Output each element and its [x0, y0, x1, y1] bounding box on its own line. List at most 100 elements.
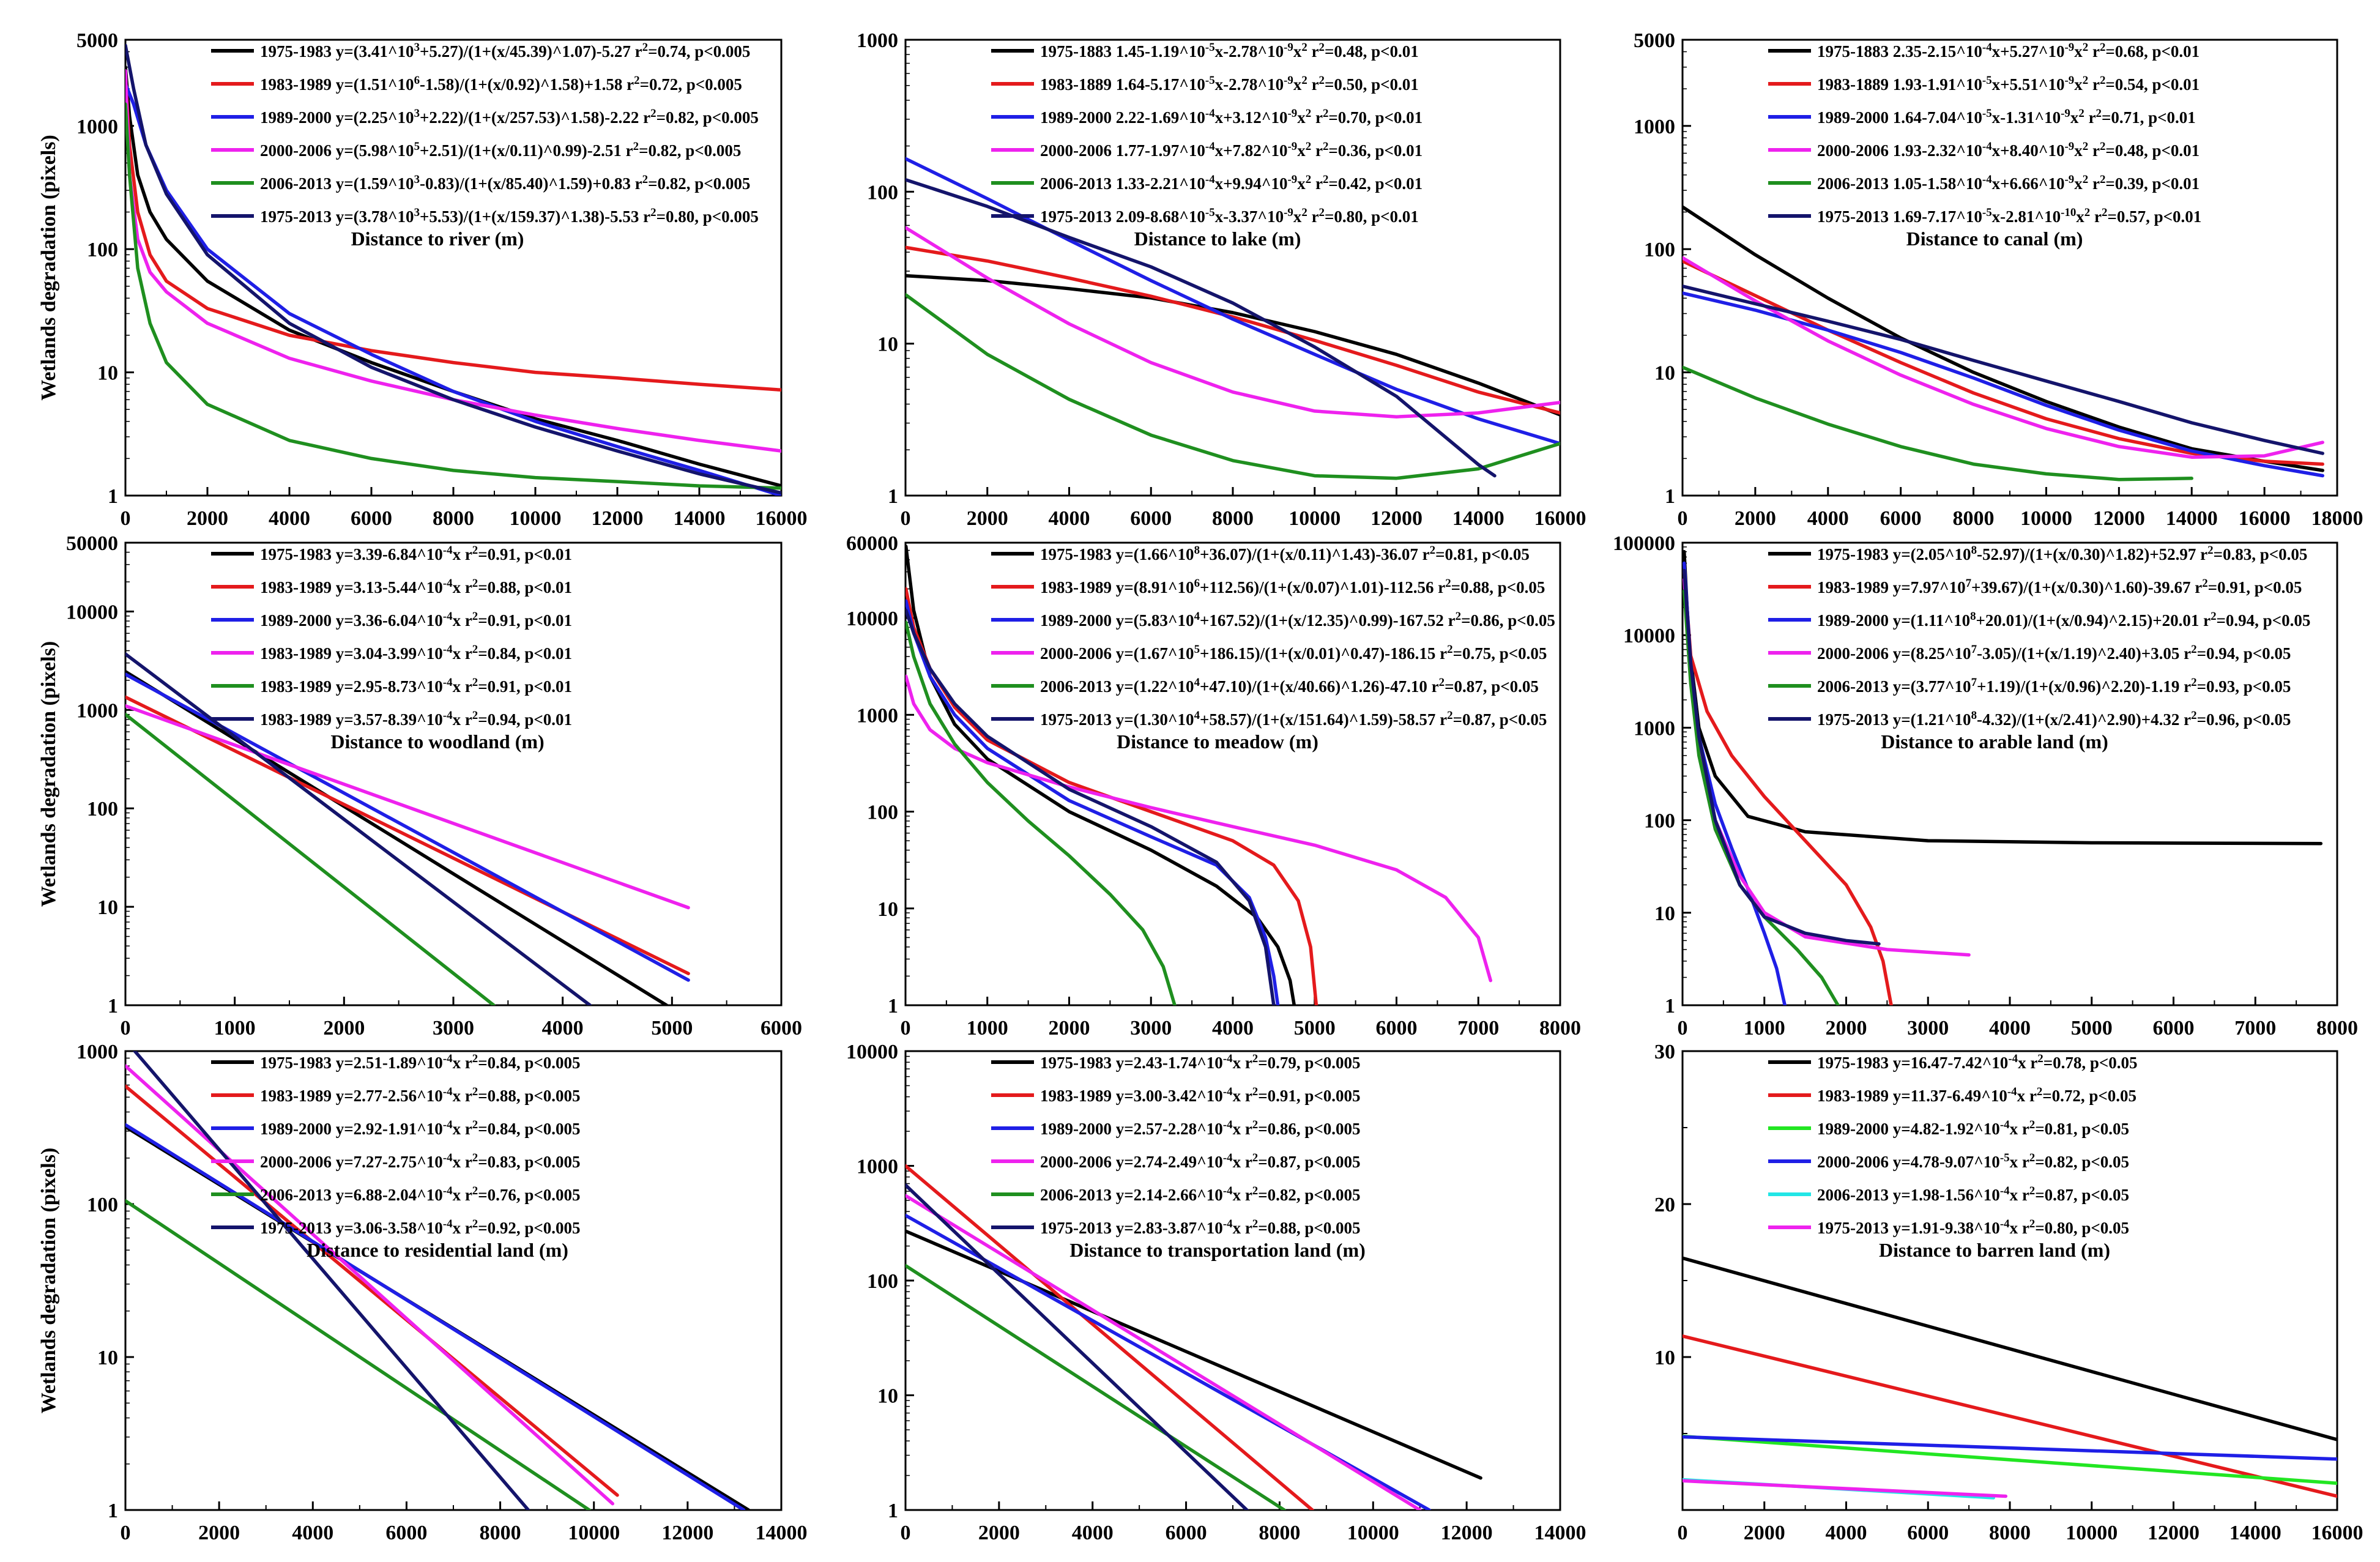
series-line-1975-2013	[1683, 285, 2324, 455]
y-tick-label: 100	[87, 798, 118, 820]
legend-entry: 1975-1983 y=2.43-1.74^10-4x r2=0.79, p<0…	[1040, 1052, 1361, 1073]
legend-entry: 1989-2000 y=3.36-6.04^10-4x r2=0.91, p<0…	[260, 610, 572, 630]
x-axis-label: Distance to residential land (m)	[307, 1239, 568, 1261]
series-line-1983-1889	[906, 245, 1560, 415]
x-tick-label: 4000	[542, 1017, 584, 1039]
y-tick-label: 100	[1644, 239, 1675, 261]
x-tick-label: 0	[901, 507, 911, 530]
y-tick-label: 10	[1654, 362, 1675, 385]
x-tick-label: 0	[901, 1017, 911, 1039]
x-tick-label: 16000	[756, 507, 808, 530]
series-line-2000-2006	[125, 69, 781, 453]
x-tick-label: 10000	[1347, 1522, 1399, 1544]
y-tick-label: 10000	[846, 1041, 898, 1063]
y-tick-label: 1	[1665, 485, 1675, 508]
x-tick-label: 6000	[351, 507, 392, 530]
legend-entry: 1989-2000 1.64-7.04^10-5x-1.31^10-9x2 r2…	[1817, 107, 2196, 127]
series-line-1975-1983	[125, 65, 781, 488]
x-tick-label: 6000	[1130, 507, 1172, 530]
legend-entry: 1975-1983 y=(2.05^108-52.97)/(1+(x/0.30)…	[1817, 544, 2307, 564]
x-tick-label: 7000	[1457, 1017, 1499, 1039]
x-tick-label: 4000	[1212, 1017, 1254, 1039]
legend-entry: 1975-2013 1.69-7.17^10-5x-2.81^10-10x2 r…	[1817, 206, 2201, 226]
legend-entry: 1975-2013 y=(3.78^103+5.53)/(1+(x/159.37…	[260, 206, 759, 226]
x-tick-label: 2000	[1735, 507, 1776, 530]
legend-entry: 1975-1983 y=(3.41^103+5.27)/(1+(x/45.39)…	[260, 41, 750, 61]
x-tick-label: 10000	[2020, 507, 2072, 530]
legend-entry: 1975-2013 y=3.06-3.58^10-4x r2=0.92, p<0…	[260, 1218, 581, 1238]
y-tick-label: 10	[1654, 902, 1675, 925]
x-axis-label: Distance to lake (m)	[1134, 228, 1301, 250]
y-axis-label: Wetlands degradation (pixels)	[37, 641, 60, 907]
x-tick-label: 2000	[323, 1017, 365, 1039]
series-line-2006-2013	[125, 102, 781, 490]
x-tick-label: 14000	[1452, 507, 1504, 530]
series-line-2006-2013	[1683, 589, 1840, 1005]
series-line-1989-2000	[1683, 1434, 2337, 1486]
x-tick-label: 12000	[2093, 507, 2145, 530]
x-tick-label: 5000	[2071, 1017, 2113, 1039]
legend-entry: 1983-1989 y=3.13-5.44^10-4x r2=0.88, p<0…	[260, 577, 572, 597]
x-tick-label: 7000	[2234, 1017, 2276, 1039]
legend-entry: 2006-2013 y=1.98-1.56^10-4x r2=0.87, p<0…	[1817, 1185, 2129, 1205]
x-tick-label: 1000	[214, 1017, 256, 1039]
legend-entry: 1975-2013 y=2.83-3.87^10-4x r2=0.88, p<0…	[1040, 1218, 1361, 1238]
x-tick-label: 14000	[2166, 507, 2218, 530]
x-tick-label: 4000	[1807, 507, 1849, 530]
series-line-1975-1983	[1683, 1256, 2337, 1441]
series-line-1989-2000	[125, 1123, 746, 1510]
y-tick-label: 1000	[1634, 717, 1675, 740]
chart-panel-transportation: 0 2000 4000 6000 8000 10000 12000 14000 1 10 100 10…	[846, 1041, 1586, 1544]
legend-entry: 1975-2013 y=(1.21^108-4.32)/(1+(x/2.41)^…	[1817, 709, 2291, 729]
legend-entry: 2000-2006 y=7.27-2.75^10-4x r2=0.83, p<0…	[260, 1151, 581, 1172]
x-tick-label: 3000	[1130, 1017, 1172, 1039]
legend-entry: 1983-1889 1.64-5.17^10-5x-2.78^10-9x2 r2…	[1040, 74, 1419, 94]
y-tick-label: 1	[108, 1500, 118, 1522]
legend-entry: 1975-2013 2.09-8.68^10-5x-3.37^10-9x2 r2…	[1040, 206, 1419, 226]
series-line-1983-1989	[125, 75, 781, 392]
series-line-2000-2006	[1683, 1435, 2337, 1461]
legend-entry: 1983-1989 y=2.77-2.56^10-4x r2=0.88, p<0…	[260, 1085, 581, 1106]
series-line-1989-2000	[906, 599, 1280, 1005]
series-line-1975-2013	[125, 43, 781, 495]
legend-entry: 1989-2000 y=2.92-1.91^10-4x r2=0.84, p<0…	[260, 1118, 581, 1139]
x-tick-label: 6000	[1166, 1522, 1207, 1544]
x-tick-label: 5000	[651, 1017, 693, 1039]
x-tick-label: 16000	[1534, 507, 1586, 530]
legend-entry: 1989-2000 2.22-1.69^10-4x+3.12^10-9x2 r2…	[1040, 107, 1422, 127]
chart-panel-residential: 0 2000 4000 6000 8000 10000 12000 14000 1 10 100 10…	[37, 1041, 808, 1544]
x-tick-label: 4000	[292, 1522, 333, 1544]
x-tick-label: 10000	[2066, 1522, 2118, 1544]
series-line-2006-2013	[906, 1263, 1286, 1510]
x-axis-label: Distance to woodland (m)	[330, 731, 544, 753]
y-tick-label: 1	[108, 995, 118, 1017]
legend-entry: 2006-2013 1.33-2.21^10-4x+9.94^10-9x2 r2…	[1040, 173, 1422, 193]
x-tick-label: 12000	[1370, 507, 1422, 530]
y-tick-label: 1	[888, 485, 898, 508]
x-tick-label: 8000	[1212, 507, 1254, 530]
legend-entry: 1975-2013 y=1.91-9.38^10-4x r2=0.80, p<0…	[1817, 1218, 2129, 1238]
series-line-1975-2013	[906, 608, 1276, 1005]
y-tick-label: 10	[877, 898, 898, 921]
legend-entry: 2000-2006 y=2.74-2.49^10-4x r2=0.87, p<0…	[1040, 1151, 1361, 1172]
y-tick-label: 10	[97, 362, 118, 385]
x-tick-label: 0	[121, 1522, 131, 1544]
series-line-1975-1983	[125, 669, 669, 1005]
y-tick-label: 5000	[1634, 29, 1675, 52]
series-line-2000-2006	[125, 1064, 615, 1506]
chart-panel-woodland: 0 1000 2000 3000 4000 5000 6000 1 10 100 1000 10000…	[37, 532, 802, 1039]
x-tick-label: 0	[1678, 507, 1688, 530]
legend-entry: 1983-1989 y=(8.91^106+112.56)/(1+(x/0.07…	[1040, 577, 1545, 597]
legend-entry: 1975-1883 2.35-2.15^10-4x+5.27^10-9x2 r2…	[1817, 41, 2200, 61]
x-tick-label: 14000	[2229, 1522, 2281, 1544]
x-tick-label: 0	[121, 507, 131, 530]
y-tick-label: 60000	[846, 532, 898, 555]
series-line-1975-2013	[1683, 1479, 2008, 1498]
y-tick-label: 100	[1644, 810, 1675, 833]
legend-entry: 1975-1883 1.45-1.19^10-5x-2.78^10-9x2 r2…	[1040, 41, 1419, 61]
series-line-1983-1989	[1683, 1334, 2337, 1498]
legend-entry: 1983-1989 y=3.57-8.39^10-4x r2=0.94, p<0…	[260, 709, 572, 729]
legend-entry: 1983-1889 1.93-1.91^10-5x+5.51^10-9x2 r2…	[1817, 74, 2200, 94]
series-line-1983-1989	[125, 1084, 619, 1497]
x-tick-label: 10000	[568, 1522, 620, 1544]
